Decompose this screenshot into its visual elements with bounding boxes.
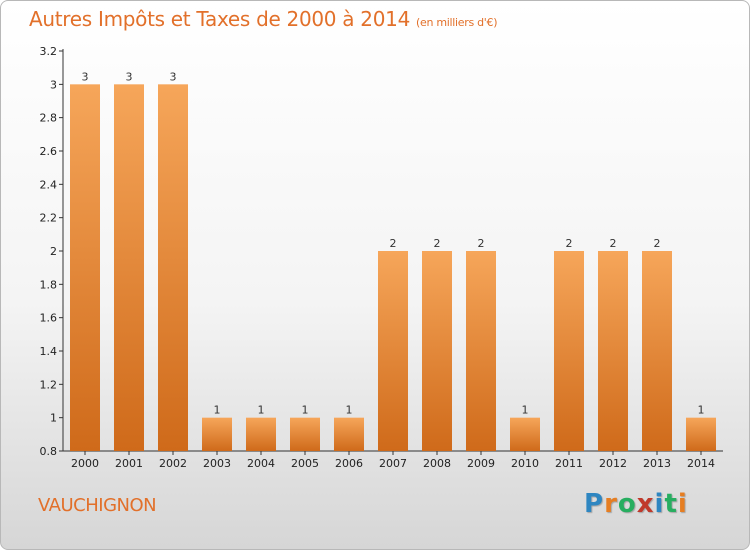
data-label-2004: 1 xyxy=(258,404,265,417)
logo-letter: P xyxy=(584,489,605,519)
bar-2013 xyxy=(642,251,672,451)
logo-letter: i xyxy=(677,489,688,519)
x-tick-label: 2001 xyxy=(115,457,143,470)
bar-2005 xyxy=(290,417,320,451)
bar-2003 xyxy=(202,417,232,451)
bar-2007 xyxy=(378,251,408,451)
bar-2002 xyxy=(158,84,188,451)
bar-2011 xyxy=(554,251,584,451)
bar-2008 xyxy=(422,251,452,451)
logo-letter: o xyxy=(617,489,637,519)
title-unit: (en milliers d'€) xyxy=(416,16,498,29)
data-label-2011: 2 xyxy=(566,237,573,250)
x-tick-label: 2013 xyxy=(643,457,671,470)
bar-2010 xyxy=(510,417,540,451)
y-tick-label: 2.2 xyxy=(40,212,58,225)
x-tick-label: 2011 xyxy=(555,457,583,470)
town-name: VAUCHIGNON xyxy=(38,495,157,516)
bar-2012 xyxy=(598,251,628,451)
data-label-2006: 1 xyxy=(346,404,353,417)
y-tick-label: 1.4 xyxy=(40,345,58,358)
x-tick-label: 2010 xyxy=(511,457,539,470)
data-label-2012: 2 xyxy=(610,237,617,250)
x-tick-label: 2007 xyxy=(379,457,407,470)
y-tick-label: 0.8 xyxy=(40,445,58,458)
x-tick-label: 2002 xyxy=(159,457,187,470)
logo-letter: i xyxy=(654,489,665,519)
x-tick-label: 2006 xyxy=(335,457,363,470)
data-label-2009: 2 xyxy=(478,237,485,250)
x-tick-label: 2004 xyxy=(247,457,275,470)
chart-title: Autres Impôts et Taxes de 2000 à 2014 (en… xyxy=(29,7,497,31)
chart-bars xyxy=(70,84,716,451)
y-tick-label: 2.4 xyxy=(40,178,58,191)
data-label-2007: 2 xyxy=(390,237,397,250)
bar-2014 xyxy=(686,417,716,451)
x-tick-label: 2014 xyxy=(687,457,715,470)
y-tick-label: 1.2 xyxy=(40,378,58,391)
data-label-2010: 1 xyxy=(522,404,529,417)
data-label-2003: 1 xyxy=(214,404,221,417)
bar-2000 xyxy=(70,84,100,451)
y-tick-label: 3 xyxy=(50,78,57,91)
bar-2006 xyxy=(334,417,364,451)
data-label-2013: 2 xyxy=(654,237,661,250)
title-text: Autres Impôts et Taxes de 2000 à 2014 xyxy=(29,7,410,31)
y-tick-label: 1.6 xyxy=(40,312,58,325)
x-tick-label: 2003 xyxy=(203,457,231,470)
y-tick-label: 3.2 xyxy=(40,45,58,58)
bar-2009 xyxy=(466,251,496,451)
x-tick-label: 2000 xyxy=(71,457,99,470)
y-tick-label: 2.6 xyxy=(40,145,58,158)
data-label-2014: 1 xyxy=(698,404,705,417)
x-tick-label: 2012 xyxy=(599,457,627,470)
x-tick-label: 2009 xyxy=(467,457,495,470)
data-label-2002: 3 xyxy=(170,70,177,83)
y-tick-label: 1 xyxy=(50,412,57,425)
y-tick-label: 1.8 xyxy=(40,278,58,291)
chart-labels: 2000 3 2001 3 2002 3 2003 1 2004 1 2005 1 2006 1 2007 2… xyxy=(71,70,715,470)
x-tick-label: 2005 xyxy=(291,457,319,470)
data-label-2000: 3 xyxy=(82,70,89,83)
bar-2004 xyxy=(246,417,276,451)
logo-letter: t xyxy=(664,489,678,519)
y-tick-label: 2.8 xyxy=(40,112,58,125)
data-label-2005: 1 xyxy=(302,404,309,417)
data-label-2001: 3 xyxy=(126,70,133,83)
x-tick-label: 2008 xyxy=(423,457,451,470)
logo-letter: r xyxy=(604,489,618,519)
bar-2001 xyxy=(114,84,144,451)
y-tick-label: 2 xyxy=(50,245,57,258)
data-label-2008: 2 xyxy=(434,237,441,250)
logo-letter: x xyxy=(636,489,655,519)
proxiti-logo: Proxiti xyxy=(584,489,688,519)
